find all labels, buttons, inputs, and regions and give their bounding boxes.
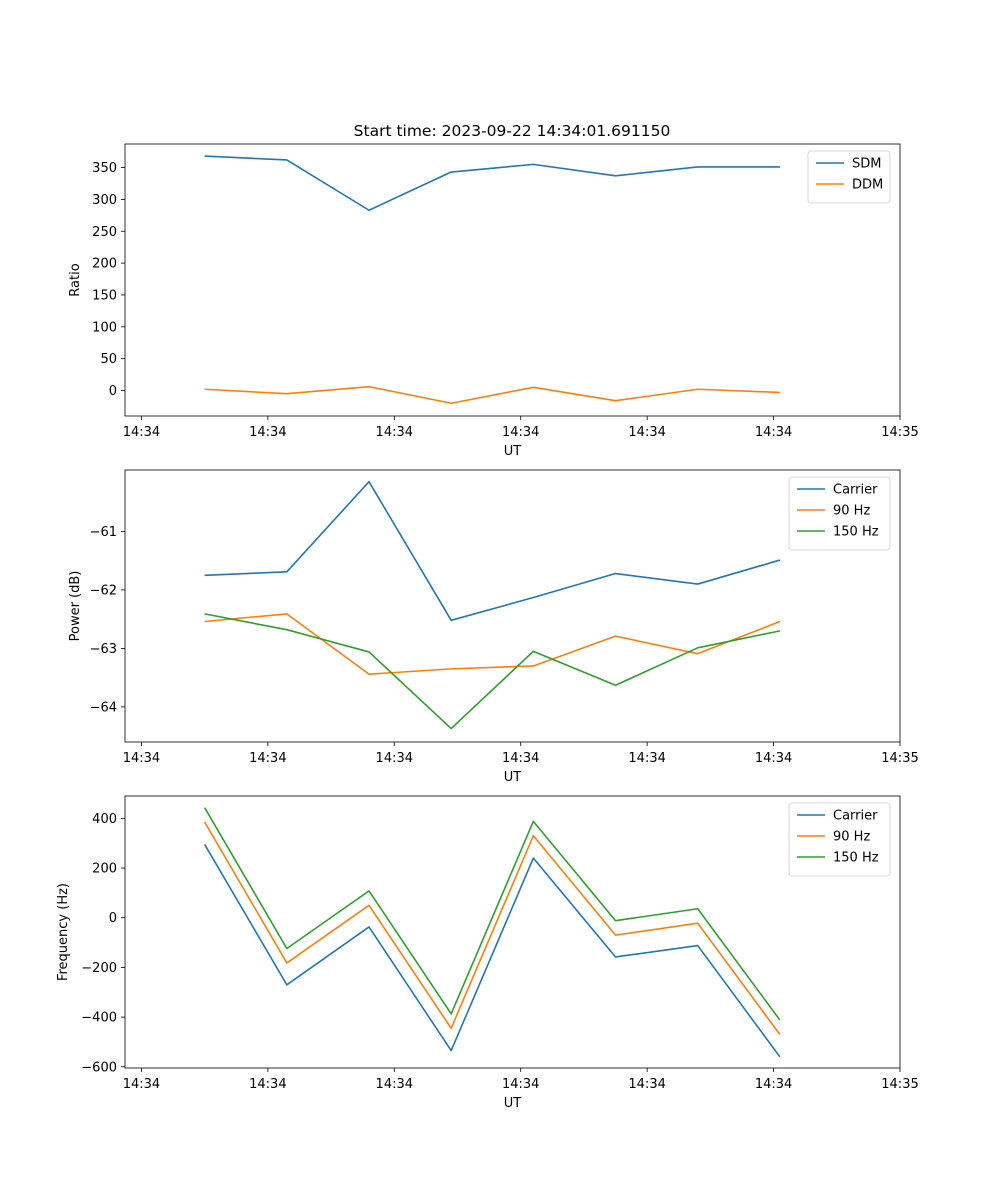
frequency-x-tick-label: 14:34 (755, 1077, 792, 1092)
frequency-series-150-hz (203, 807, 781, 1021)
frequency-series-90-hz (203, 821, 781, 1035)
frequency-y-tick-label: −400 (81, 1011, 117, 1026)
frequency-plot-area (124, 795, 901, 1069)
frequency-legend-label: 150 Hz (833, 851, 879, 866)
power-x-tick-label: 14:34 (123, 751, 160, 766)
ratio-x-tick-label: 14:34 (628, 425, 665, 440)
ratio-x-axis-label: UT (504, 444, 522, 459)
ratio-y-axis-label: Ratio (68, 263, 83, 296)
power-y-axis-label: Power (dB) (68, 571, 83, 642)
frequency-legend: Carrier 90 Hz 150 Hz (788, 802, 891, 877)
frequency-x-tick-label: 14:34 (123, 1077, 160, 1092)
frequency-x-tick-label: 14:34 (376, 1077, 413, 1092)
frequency-x-tick-label: 14:34 (628, 1077, 665, 1092)
power-x-tick-label: 14:34 (628, 751, 665, 766)
power-legend-label: Carrier (833, 483, 878, 498)
frequency-legend-label: 90 Hz (833, 830, 870, 845)
power-y-tick-label: −64 (90, 700, 117, 715)
frequency-x-tick-label: 14:35 (881, 1077, 918, 1092)
power-panel: 14:34 14:34 14:34 14:34 14:34 14:34 14:35 −64 −6… (68, 469, 919, 785)
frequency-y-tick-label: 0 (109, 911, 117, 926)
ratio-x-tick-label: 14:34 (376, 425, 413, 440)
ratio-y-tick-label: 200 (92, 257, 117, 272)
ratio-y-tick-label: 0 (109, 384, 117, 399)
frequency-y-tick-label: −200 (81, 961, 117, 976)
frequency-x-tick-label: 14:34 (502, 1077, 539, 1092)
power-legend-label: 90 Hz (833, 504, 870, 519)
ratio-series-sdm (204, 155, 780, 212)
power-x-axis-label: UT (504, 770, 522, 785)
frequency-series-carrier (203, 844, 781, 1058)
frequency-y-axis-label: Frequency (Hz) (56, 883, 71, 981)
power-legend-label: 150 Hz (833, 525, 879, 540)
power-y-tick-label: −62 (90, 583, 117, 598)
frequency-y-tick-label: −600 (81, 1060, 117, 1075)
ratio-legend-label: SDM (852, 157, 881, 172)
power-x-tick-label: 14:34 (502, 751, 539, 766)
ratio-y-tick-label: 100 (92, 320, 117, 335)
power-y-tick-label: −63 (90, 642, 117, 657)
frequency-x-axis-label: UT (504, 1096, 522, 1111)
ratio-panel: 14:34 14:34 14:34 14:34 14:34 14:34 14:35 0 50 10… (68, 143, 919, 459)
frequency-y-tick-label: 200 (92, 862, 117, 877)
power-series-carrier (204, 480, 781, 622)
frequency-y-tick-label: 400 (92, 812, 117, 827)
ratio-y-tick-label: 50 (100, 352, 117, 367)
power-plot-area (124, 469, 901, 743)
power-legend: Carrier 90 Hz 150 Hz (788, 476, 891, 551)
ratio-y-tick-label: 350 (92, 161, 117, 176)
frequency-x-tick-label: 14:34 (249, 1077, 286, 1092)
ratio-x-tick-label: 14:34 (755, 425, 792, 440)
power-x-tick-label: 14:34 (755, 751, 792, 766)
ratio-legend: SDM DDM (807, 150, 891, 204)
ratio-y-tick-label: 300 (92, 193, 117, 208)
frequency-panel: 14:34 14:34 14:34 14:34 14:34 14:34 14:35 −600 −… (56, 795, 919, 1111)
ratio-y-tick-label: 250 (92, 225, 117, 240)
ratio-y-tick-label: 150 (92, 288, 117, 303)
power-x-tick-label: 14:34 (376, 751, 413, 766)
ratio-legend-frame (807, 150, 891, 204)
power-x-tick-label: 14:35 (881, 751, 918, 766)
ratio-x-tick-label: 14:35 (881, 425, 918, 440)
ratio-legend-label: DDM (852, 178, 883, 193)
frequency-legend-label: Carrier (833, 809, 878, 824)
ratio-x-tick-label: 14:34 (249, 425, 286, 440)
ratio-plot-area (124, 143, 901, 417)
ratio-x-tick-label: 14:34 (502, 425, 539, 440)
chart-title: Start time: 2023-09-22 14:34:01.691150 (354, 122, 671, 140)
power-series-150-hz (204, 613, 781, 730)
ratio-series-ddm (204, 385, 780, 405)
power-series-90-hz (204, 613, 781, 675)
ratio-x-tick-label: 14:34 (123, 425, 160, 440)
power-y-tick-label: −61 (90, 525, 117, 540)
power-x-tick-label: 14:34 (249, 751, 286, 766)
